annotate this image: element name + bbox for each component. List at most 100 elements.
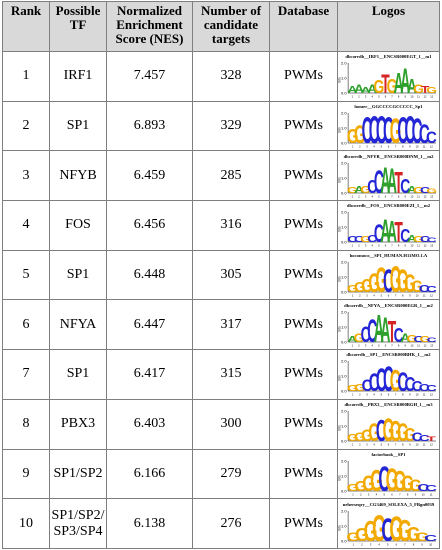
logo-glyph-c: C: [405, 109, 416, 149]
logo-x-tick-label: 6: [388, 393, 390, 397]
logo-glyph-g: G: [411, 279, 423, 297]
logo-glyph-g: G: [360, 236, 371, 245]
logo-glyph-c: C: [419, 118, 430, 149]
logo-glyph-c: C: [376, 414, 387, 447]
targets-cell: 276: [192, 498, 270, 549]
logo-glyph-a: A: [347, 335, 357, 344]
logo-x-tick-label: 9: [409, 294, 411, 298]
tf-cell: SP1: [49, 349, 107, 400]
logo-y-tick-label: 1.0: [341, 523, 347, 528]
logo-glyph-a: A: [380, 214, 390, 249]
logo-glyph-c: C: [376, 363, 387, 397]
logo-x-tick-label: 7: [404, 542, 406, 546]
header-row: Rank Possible TF Normalized Enrichment S…: [2, 1, 440, 52]
logo-x-tick-label: 7: [391, 343, 393, 347]
logo-glyph-c: C: [425, 483, 437, 493]
logo-glyph-c: C: [397, 109, 408, 149]
logo-glyph-g: G: [404, 425, 416, 446]
logo-glyph-c: C: [419, 434, 430, 444]
logo-x-tick-label: 11: [423, 443, 426, 447]
logo-glyph-g: G: [362, 471, 375, 496]
logo-glyph-a: A: [394, 68, 404, 99]
logo-x-tick-label: 9: [421, 542, 423, 546]
logo-glyph-c: C: [412, 430, 423, 443]
logo-y-tick-label: 2.0: [341, 210, 347, 215]
logo-glyph-g: G: [354, 382, 366, 394]
logo-y-tick-label: 2.0: [341, 409, 347, 414]
logo-x-tick-label: 2: [359, 443, 361, 447]
logo-glyph-g: G: [390, 365, 402, 398]
logo-glyph-c: C: [362, 378, 373, 396]
logo-x-tick-label: 7: [399, 492, 401, 496]
tf-cell: SP1/SP2: [49, 448, 107, 500]
targets-cell: 316: [192, 200, 270, 251]
logo-x-tick-label: 3: [366, 443, 368, 447]
logo-y-tick-label: 0.0: [341, 389, 347, 394]
logo-x-tick-label: 3: [366, 145, 368, 149]
logo-glyph-c: C: [374, 221, 384, 248]
logo-title: dbcorrdb__NFYB__ENCSR000DNM_1__m2: [344, 154, 435, 159]
logo-glyph-c: C: [367, 177, 377, 197]
logo-glyph-c: C: [427, 237, 437, 244]
logo-x-tick-label: 8: [413, 542, 415, 546]
database-cell: PWMs: [269, 498, 338, 549]
logo-glyph-g: G: [406, 524, 420, 546]
logo-glyph-g: G: [364, 515, 378, 546]
logo-glyph-a: A: [374, 308, 384, 347]
logo-x-tick-label: 3: [365, 95, 367, 99]
logo-glyph-g: G: [368, 267, 380, 298]
logo-x-tick-label: 3: [365, 244, 367, 248]
logo-x-tick-label: 4: [376, 492, 378, 496]
logo-x-tick-label: 1: [352, 95, 354, 99]
database-cell: PWMs: [269, 299, 338, 351]
rank-cell: 1: [2, 51, 50, 102]
logo-glyph-a: A: [387, 161, 397, 199]
logo-y-tick-label: 1.0: [341, 76, 347, 81]
logo-y-tick-label: 2.0: [341, 260, 347, 265]
logo-x-tick-label: 12: [430, 443, 433, 447]
sequence-logo: dbcorrdb__NFYA__ENCSR000EGR_1__m22.0 1.0 0…: [338, 303, 437, 348]
logo-x-tick-label: 2: [360, 492, 362, 496]
logo-x-tick-label: 3: [366, 294, 368, 298]
logo-x-tick-label: 7: [391, 244, 393, 248]
logo-glyph-c: C: [354, 236, 364, 245]
logo-glyph-a: A: [387, 215, 397, 248]
logo-y-tick-label: 0.0: [341, 488, 347, 493]
logo-glyph-g: G: [354, 122, 366, 149]
logo-glyph-c: C: [383, 109, 394, 149]
nes-cell: 6.166: [106, 448, 193, 500]
logo-x-tick-label: 10: [429, 542, 432, 546]
logo-x-tick-label: 10: [416, 294, 419, 298]
targets-cell: 305: [192, 249, 270, 301]
logo-y-tick-label: 0.0: [341, 538, 347, 543]
logo-glyph-g: G: [354, 280, 366, 296]
database-cell: PWMs: [269, 349, 338, 400]
logo-y-axis-label: bits: [338, 326, 342, 332]
logo-glyph-c: C: [419, 283, 430, 295]
nes-cell: 6.893: [106, 100, 193, 152]
logo-cell: dbcorrdb__FOS__ENCSR000EZI_1__m2 2.0 1.0 0.…: [337, 200, 440, 251]
logo-y-tick-label: 2.0: [341, 359, 347, 364]
logo-x-tick-label: 8: [402, 294, 404, 298]
logo-x-tick-label: 11: [417, 343, 420, 347]
logo-cell: homer__GGCCCCGCCCCC_Sp1 2.0 1.0 0.0 bits G 1 G 2…: [337, 100, 440, 152]
logo-glyph-c: C: [424, 533, 437, 542]
database-cell: PWMs: [269, 150, 338, 202]
sequence-logo: dbcorrdb__SP1__ENCSR000BHK_1__m2 2.0 1.0 0.…: [338, 352, 437, 398]
logo-glyph-c: C: [369, 371, 380, 398]
logo-glyph-c: C: [427, 337, 437, 344]
table-row: 1 IRF1 7.457 328 PWMs dbcorrdb__IRF1__ENCSR00…: [2, 51, 440, 102]
logo-y-axis-label: bits: [338, 177, 342, 183]
logo-glyph-g: G: [420, 335, 431, 344]
logo-glyph-g: G: [354, 331, 365, 345]
logo-glyph-c: C: [361, 321, 371, 346]
logo-glyph-g: G: [370, 465, 383, 497]
logo-glyph-g: G: [346, 530, 360, 544]
logo-y-tick-label: 1.0: [341, 324, 347, 329]
logo-y-tick-label: 0.0: [341, 141, 347, 146]
logo-glyph-g: G: [373, 78, 384, 98]
logo-x-tick-label: 12: [430, 145, 433, 149]
database-cell: PWMs: [269, 398, 338, 450]
